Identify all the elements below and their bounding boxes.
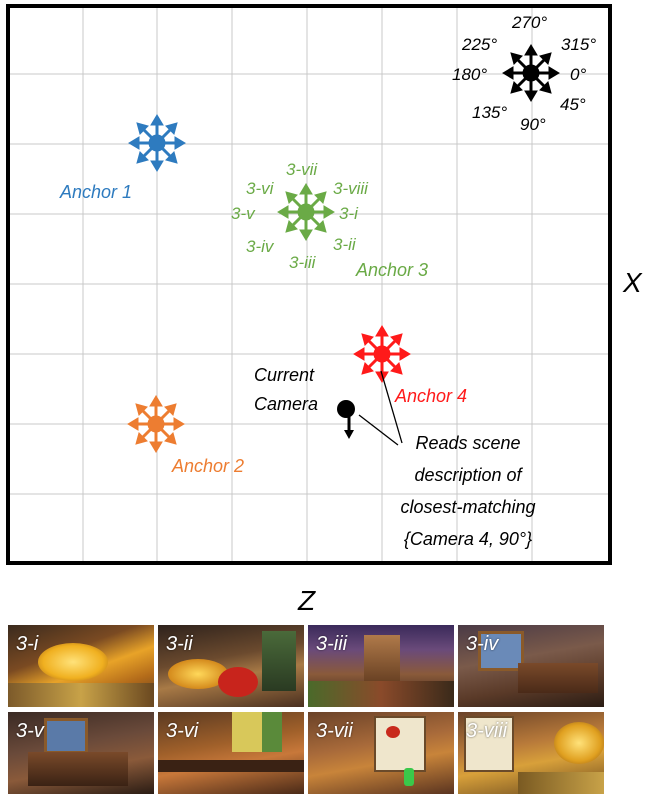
thumbnail-3-ii[interactable]: 3-ii (158, 625, 304, 707)
compass-label-180: 180° (452, 65, 487, 84)
note-line3: closest-matching (400, 497, 535, 517)
callout-lines (358, 370, 403, 446)
compass-label-0: 0° (570, 65, 586, 84)
thumbnail-3-iv[interactable]: 3-iv (458, 625, 604, 707)
grid (8, 6, 610, 563)
thumbnail-label: 3-vii (316, 720, 353, 742)
note-line2: description of (414, 465, 523, 485)
anchor-3-dir-viii: 3-viii (333, 179, 369, 198)
compass-label-90: 90° (520, 115, 546, 134)
thumbnail-3-i[interactable]: 3-i (8, 625, 154, 707)
thumbnail-3-vi[interactable]: 3-vi (158, 712, 304, 794)
anchor-2-marker (126, 394, 186, 454)
anchor-3-dir-iv: 3-iv (246, 237, 275, 256)
thumbnail-label: 3-v (16, 720, 44, 742)
thumbnail-grid: 3-i 3-ii 3-iii 3-iv 3-v 3-vi 3-vii 3-vii (8, 625, 608, 795)
anchor-3-dir-iii: 3-iii (289, 253, 317, 272)
map-border (6, 4, 612, 565)
anchor-3-dir-vi: 3-vi (246, 179, 275, 198)
thumbnail-3-vii[interactable]: 3-vii (308, 712, 454, 794)
thumbnail-label: 3-ii (166, 633, 193, 655)
thumbnail-label: 3-vi (166, 720, 199, 742)
current-camera-marker (337, 400, 355, 439)
note-line1: Reads scene (415, 433, 520, 453)
anchor-1-label: Anchor 1 (59, 182, 132, 202)
anchor-3-dir-v: 3-v (231, 204, 256, 223)
compass-label-45: 45° (560, 95, 586, 114)
anchor-3-marker (276, 182, 336, 242)
anchor-2-label: Anchor 2 (171, 456, 244, 476)
compass-label-225: 225° (461, 35, 497, 54)
axis-z-label: Z (297, 585, 316, 616)
note-line4: {Camera 4, 90°} (404, 529, 532, 549)
axis-x-label: X (622, 267, 643, 298)
thumbnail-label: 3-iii (316, 633, 348, 655)
thumbnail-label: 3-i (16, 633, 39, 655)
compass (501, 43, 561, 103)
anchor-3-label: Anchor 3 (355, 260, 428, 280)
thumbnail-label: 3-iv (466, 633, 499, 655)
thumbnail-3-iii[interactable]: 3-iii (308, 625, 454, 707)
thumbnail-3-viii[interactable]: 3-viii (458, 712, 604, 794)
anchor-4-label: Anchor 4 (394, 386, 467, 406)
thumbnail-3-v[interactable]: 3-v (8, 712, 154, 794)
camera-label-line1: Current (254, 365, 315, 385)
thumbnail-label: 3-viii (466, 720, 508, 742)
anchor-3-dir-i: 3-i (339, 204, 359, 223)
anchor-3-dir-vii: 3-vii (286, 160, 318, 179)
anchor-1-marker (127, 113, 187, 173)
camera-label-line2: Camera (254, 394, 318, 414)
anchor-3-dir-ii: 3-ii (333, 235, 357, 254)
compass-label-270: 270° (511, 13, 547, 32)
map-diagram: 270° 225° 315° 180° 0° 135° 45° 90° Anch… (6, 4, 643, 616)
compass-label-315: 315° (561, 35, 596, 54)
compass-label-135: 135° (472, 103, 507, 122)
